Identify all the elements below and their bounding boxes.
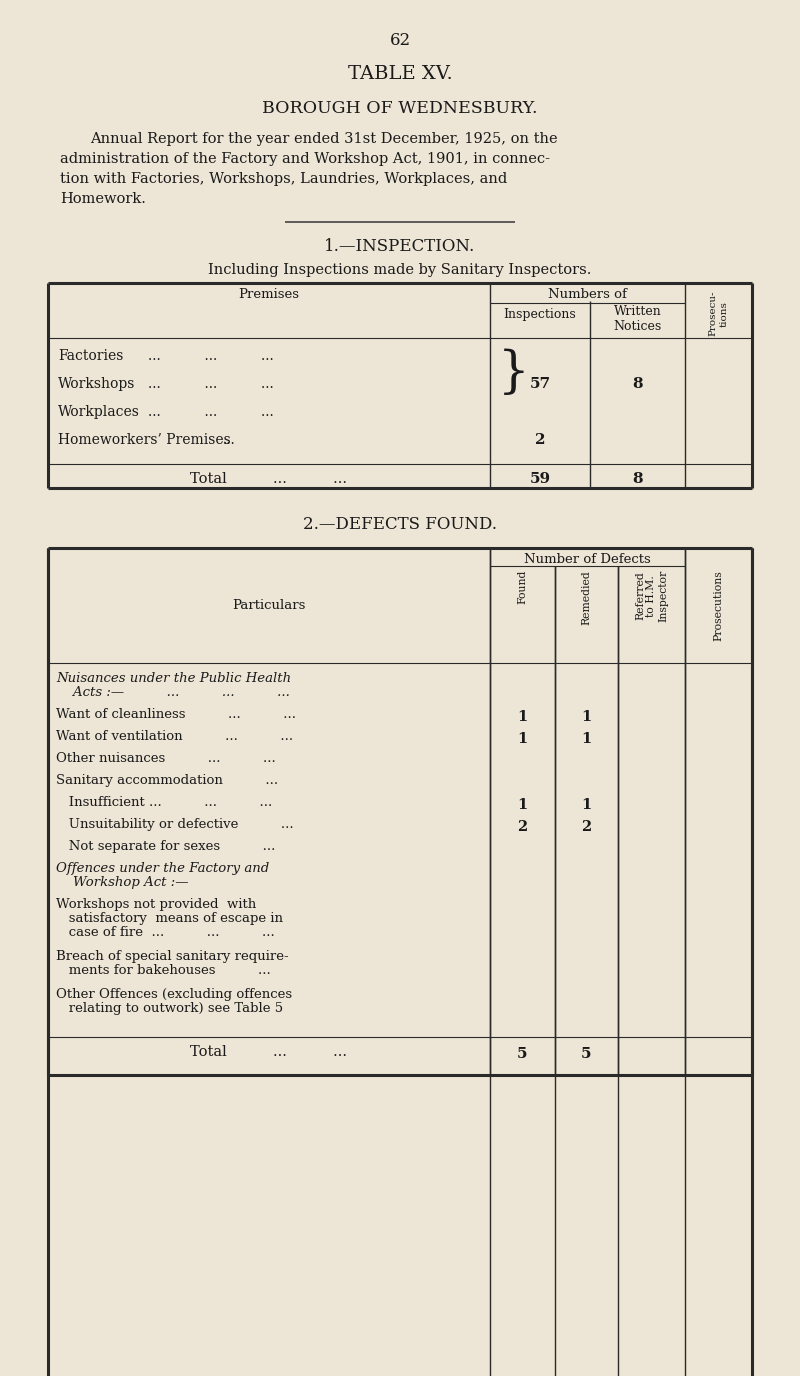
Text: 1: 1	[582, 732, 592, 746]
Text: 5: 5	[582, 1047, 592, 1061]
Text: 59: 59	[530, 472, 550, 486]
Text: Particulars: Particulars	[232, 599, 306, 612]
Text: TABLE XV.: TABLE XV.	[348, 65, 452, 83]
Text: Factories: Factories	[58, 350, 123, 363]
Text: Numbers of: Numbers of	[548, 288, 627, 301]
Text: Annual Report for the year ended 31st December, 1925, on the: Annual Report for the year ended 31st De…	[90, 132, 558, 146]
Text: 1: 1	[582, 710, 592, 724]
Text: tion with Factories, Workshops, Laundries, Workplaces, and: tion with Factories, Workshops, Laundrie…	[60, 172, 507, 186]
Text: Remedied: Remedied	[582, 570, 591, 625]
Text: 1.—INSPECTION.: 1.—INSPECTION.	[324, 238, 476, 255]
Text: Workshops not provided  with: Workshops not provided with	[56, 899, 256, 911]
Text: ...: ...	[223, 433, 236, 447]
Text: Acts :—          ...          ...          ...: Acts :— ... ... ...	[56, 687, 290, 699]
Text: satisfactory  means of escape in: satisfactory means of escape in	[56, 912, 283, 925]
Text: Referred
to H.M.
Inspector: Referred to H.M. Inspector	[635, 570, 668, 622]
Text: 62: 62	[390, 32, 410, 50]
Text: Found: Found	[518, 570, 527, 604]
Text: Including Inspections made by Sanitary Inspectors.: Including Inspections made by Sanitary I…	[208, 263, 592, 277]
Text: 1: 1	[518, 732, 528, 746]
Text: Workshops: Workshops	[58, 377, 135, 391]
Text: Premises: Premises	[238, 288, 299, 301]
Text: Unsuitability or defective          ...: Unsuitability or defective ...	[56, 817, 294, 831]
Text: 8: 8	[632, 377, 643, 391]
Text: 8: 8	[632, 472, 643, 486]
Text: ...          ...          ...: ... ... ...	[148, 405, 274, 420]
Text: relating to outwork) see Table 5: relating to outwork) see Table 5	[56, 1002, 283, 1015]
Text: administration of the Factory and Workshop Act, 1901, in connec-: administration of the Factory and Worksh…	[60, 151, 550, 166]
Text: case of fire  ...          ...          ...: case of fire ... ... ...	[56, 926, 274, 938]
Text: Want of ventilation          ...          ...: Want of ventilation ... ...	[56, 731, 293, 743]
Text: Workshop Act :—: Workshop Act :—	[56, 877, 189, 889]
Text: 1: 1	[518, 798, 528, 812]
Text: Other nuisances          ...          ...: Other nuisances ... ...	[56, 753, 276, 765]
Text: ments for bakehouses          ...: ments for bakehouses ...	[56, 965, 270, 977]
Text: Written
Notices: Written Notices	[614, 305, 662, 333]
Text: 2: 2	[582, 820, 592, 834]
Text: Inspections: Inspections	[504, 308, 576, 321]
Text: Total          ...          ...: Total ... ...	[190, 1044, 347, 1060]
Text: 2: 2	[534, 433, 546, 447]
Text: Nuisances under the Public Health: Nuisances under the Public Health	[56, 671, 291, 685]
Text: }: }	[498, 350, 530, 399]
Text: 5: 5	[518, 1047, 528, 1061]
Text: 57: 57	[530, 377, 550, 391]
Text: Sanitary accommodation          ...: Sanitary accommodation ...	[56, 773, 278, 787]
Text: Breach of special sanitary require-: Breach of special sanitary require-	[56, 949, 289, 963]
Text: Workplaces: Workplaces	[58, 405, 140, 420]
Text: BOROUGH OF WEDNESBURY.: BOROUGH OF WEDNESBURY.	[262, 100, 538, 117]
Text: ...          ...          ...: ... ... ...	[148, 377, 274, 391]
Text: 1: 1	[518, 710, 528, 724]
Text: Number of Defects: Number of Defects	[524, 553, 651, 566]
Text: Total          ...          ...: Total ... ...	[190, 472, 347, 486]
Text: ...          ...          ...: ... ... ...	[148, 350, 274, 363]
Text: Offences under the Factory and: Offences under the Factory and	[56, 861, 270, 875]
Text: Want of cleanliness          ...          ...: Want of cleanliness ... ...	[56, 709, 296, 721]
Text: 2.—DEFECTS FOUND.: 2.—DEFECTS FOUND.	[303, 516, 497, 533]
Text: Other Offences (excluding offences: Other Offences (excluding offences	[56, 988, 292, 1000]
Text: Not separate for sexes          ...: Not separate for sexes ...	[56, 839, 275, 853]
Text: Homeworkers’ Premises: Homeworkers’ Premises	[58, 433, 230, 447]
Text: Homework.: Homework.	[60, 193, 146, 206]
Text: Prosecutions: Prosecutions	[714, 570, 723, 641]
Text: 1: 1	[582, 798, 592, 812]
Text: 2: 2	[518, 820, 528, 834]
Text: Insufficient ...          ...          ...: Insufficient ... ... ...	[56, 795, 272, 809]
Text: Prosecu-
tions: Prosecu- tions	[709, 290, 728, 337]
